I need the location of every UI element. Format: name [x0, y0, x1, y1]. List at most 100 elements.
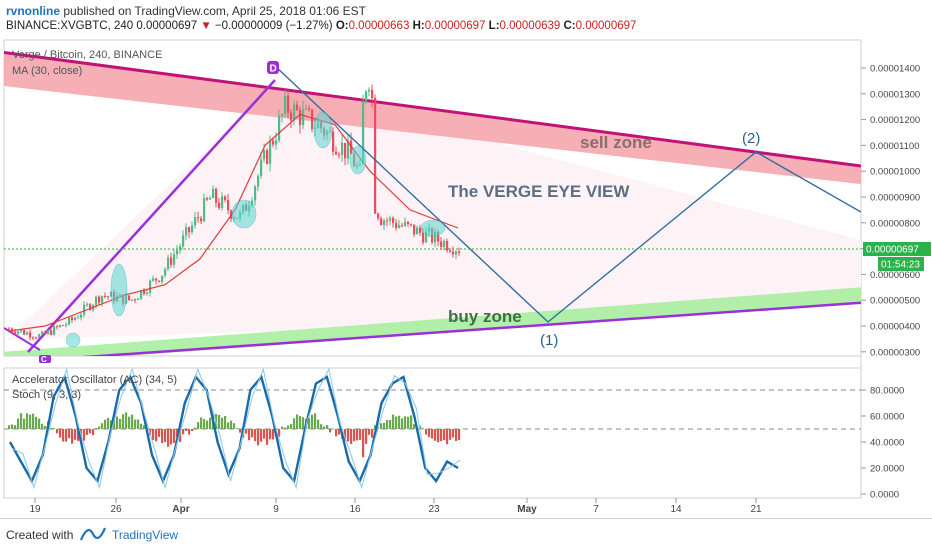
price-tick-label: 0.00000800 [870, 218, 920, 229]
candle-body [131, 299, 134, 301]
candle-body [80, 314, 83, 318]
time-tick-label: 7 [593, 504, 599, 515]
ac-bar [329, 429, 332, 433]
candle-body [362, 101, 365, 164]
candle-body [311, 109, 314, 130]
ac-bar [191, 429, 194, 432]
ac-bar [434, 429, 437, 441]
author-name[interactable]: rvnonline [6, 4, 61, 18]
ac-bar [311, 414, 314, 429]
candle-body [182, 235, 185, 247]
ac-bar [200, 417, 203, 429]
candle-body [398, 225, 401, 228]
candle-body [41, 331, 44, 335]
close-value: 0.00000697 [575, 20, 637, 32]
candle-body [215, 188, 218, 203]
ac-bar [113, 417, 116, 429]
ac-bar [20, 413, 23, 429]
ac-bar [254, 429, 257, 442]
ac-bar [314, 413, 317, 429]
candle-body [410, 223, 413, 225]
candle-body [368, 89, 371, 92]
ac-bar [251, 429, 254, 438]
candle-body [425, 231, 428, 243]
candle-body [434, 231, 437, 243]
candle-body [440, 241, 443, 247]
candle-body [44, 331, 47, 334]
tradingview-brand[interactable]: TradingView [112, 528, 179, 542]
ac-bar [413, 424, 416, 429]
candle-body [437, 231, 440, 242]
candle-body [53, 326, 56, 335]
ac-bar [443, 429, 446, 441]
ac-bar [29, 414, 32, 429]
candle-body [452, 251, 455, 255]
candle-body [179, 246, 182, 251]
ac-bar [155, 429, 158, 442]
publish-header: rvnonline published on TradingView.com, … [6, 4, 366, 18]
down-arrow-icon: ▼ [200, 20, 212, 32]
oscillator-pane [4, 368, 861, 490]
ac-bar [107, 417, 110, 429]
open-label: O: [335, 20, 349, 32]
ac-bar [92, 429, 95, 436]
osc-tick-label: 60.0000 [870, 412, 904, 423]
ac-bar [8, 425, 11, 429]
ac-bar [101, 423, 104, 429]
ac-bar [185, 429, 188, 431]
ac-bar [203, 419, 206, 429]
axes: 0.00001400 0.00001300 0.00001200 0.00001100… [29, 64, 920, 516]
candle-body [155, 278, 158, 281]
ac-bar [158, 429, 161, 437]
candle-body [107, 296, 110, 298]
ac-bar [248, 429, 251, 441]
ac-bar [398, 415, 401, 429]
highlight-ellipse [313, 111, 333, 149]
time-tick-label: May [517, 504, 537, 515]
point-c-label: C [41, 355, 47, 364]
ac-bar [173, 429, 176, 443]
candle-body [26, 332, 29, 335]
ac-bar [245, 429, 248, 434]
price-tick-label: 0.00001400 [870, 64, 920, 75]
candle-body [14, 331, 17, 334]
ac-bar [38, 418, 41, 429]
candle-body [365, 91, 368, 102]
ac-bar [263, 429, 266, 439]
candle-body [344, 142, 347, 159]
ac-bar [104, 419, 107, 429]
ac-bar [395, 416, 398, 429]
candle-body [71, 317, 74, 321]
ac-bar [26, 413, 29, 429]
chart-svg[interactable]: 0.00001400 0.00001300 0.00001200 0.00001100… [0, 0, 932, 518]
candle-body [89, 304, 92, 310]
ac-bar [236, 428, 239, 429]
candle-body [134, 299, 137, 301]
ac-bar [257, 429, 260, 446]
ac-bar [167, 429, 170, 447]
ac-bar [98, 426, 101, 429]
ac-bar [287, 425, 290, 429]
candle-body [104, 295, 107, 297]
candle-body [413, 224, 416, 235]
point-d-label: D [270, 64, 277, 75]
ac-bar [278, 429, 281, 437]
ac-bar [455, 429, 458, 442]
ac-bar [332, 428, 335, 429]
candle-body [212, 188, 215, 198]
candle-body [350, 140, 353, 154]
ac-bar [239, 429, 242, 433]
candle-body [386, 220, 389, 222]
ac-bar [359, 429, 362, 440]
ac-bar [41, 423, 44, 429]
candle-body [143, 290, 146, 294]
ac-bar [347, 429, 350, 442]
ac-bar [143, 425, 146, 429]
candle-body [254, 186, 257, 201]
time-tick-label: Apr [172, 504, 189, 515]
ac-bar [281, 426, 284, 429]
candle-body [296, 104, 299, 111]
ac-bar [74, 429, 77, 440]
ac-bar [404, 416, 407, 429]
price-tick-label: 0.00000900 [870, 193, 920, 204]
